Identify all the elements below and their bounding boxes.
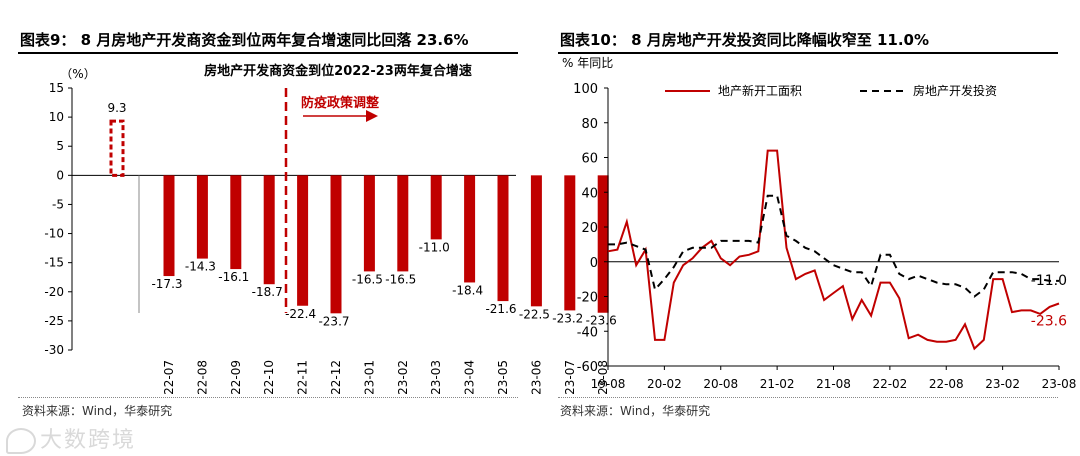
y-tick-label: 0 bbox=[590, 256, 598, 271]
annotation-arrow-head-icon bbox=[366, 110, 378, 122]
bar-value-label: -16.5 bbox=[385, 272, 416, 286]
policy-change-annotation: 防疫政策调整 bbox=[301, 95, 380, 111]
y-tick-label: -10 bbox=[44, 227, 64, 241]
bar-22-07 bbox=[163, 175, 175, 277]
series-end-label: -11.0 bbox=[1031, 273, 1067, 289]
bar-value-label: -21.6 bbox=[485, 302, 516, 316]
highlight-bar-label: 9.3 bbox=[107, 101, 126, 115]
x-tick-label: 22-02 bbox=[872, 377, 907, 391]
series-line-dev-investment bbox=[608, 194, 1059, 298]
highlight-bar-9-3 bbox=[109, 119, 125, 177]
right-source-note: 资料来源：Wind，华泰研究 bbox=[560, 404, 711, 418]
watermark-text: 大数跨境 bbox=[40, 428, 137, 453]
bar-23-02 bbox=[397, 175, 409, 272]
bar-value-label: -22.5 bbox=[519, 307, 550, 321]
bar-value-label: -23.2 bbox=[552, 311, 583, 325]
y-tick-label: -20 bbox=[44, 285, 64, 299]
x-tick-label: 21-08 bbox=[816, 377, 851, 391]
x-tick-label: 23-02 bbox=[985, 377, 1020, 391]
bar-23-03 bbox=[430, 175, 442, 240]
bar-value-label: -14.3 bbox=[185, 260, 216, 274]
left-title-rule bbox=[18, 52, 518, 54]
y-tick-label: 5 bbox=[56, 139, 64, 153]
bar-chart-unit-label: （%） bbox=[60, 67, 95, 81]
x-tick-label: 19-08 bbox=[591, 377, 626, 391]
y-tick-label: -60 bbox=[577, 360, 598, 375]
y-tick-label: -40 bbox=[577, 325, 598, 340]
watermark: 大数跨境 bbox=[6, 422, 136, 454]
left-source-note: 资料来源：Wind，华泰研究 bbox=[22, 404, 173, 418]
x-tick-label: 22-11 bbox=[296, 360, 310, 395]
y-tick-label: -15 bbox=[44, 256, 64, 270]
x-tick-label: 22-08 bbox=[195, 360, 209, 395]
left-bar-chart: 房地产开发商资金到位2022-23两年复合增速 （%） 防疫政策调整 15 10 5… bbox=[44, 63, 616, 395]
right-title-rule bbox=[558, 52, 1058, 54]
series-end-label: -23.6 bbox=[1031, 313, 1067, 329]
watermark-logo-icon bbox=[6, 428, 36, 454]
x-tick-label: 22-12 bbox=[329, 360, 343, 395]
bar-23-04 bbox=[464, 175, 476, 283]
y-tick-label: 15 bbox=[49, 81, 64, 95]
y-tick-label: 80 bbox=[581, 117, 598, 132]
bar-22-10 bbox=[263, 175, 275, 285]
left-chart-panel: 图表9： 8 月房地产开发商资金到位两年复合增速同比回落 23.6% 房地产开发… bbox=[18, 31, 617, 418]
legend-new-starts-area-label: 地产新开工面积 bbox=[718, 83, 802, 98]
y-tick-label: 10 bbox=[49, 110, 64, 124]
x-tick-label: 20-08 bbox=[703, 377, 738, 391]
bar-chart-title: 房地产开发商资金到位2022-23两年复合增速 bbox=[204, 63, 472, 79]
bar-value-label: -18.7 bbox=[252, 285, 283, 299]
y-tick-label: -30 bbox=[44, 343, 64, 357]
y-tick-label: 100 bbox=[573, 82, 598, 97]
left-source-rule bbox=[18, 397, 518, 398]
y-tick-label: 40 bbox=[581, 186, 598, 201]
bar-value-label: -23.6 bbox=[586, 314, 617, 328]
x-tick-label: 23-01 bbox=[362, 360, 376, 395]
bar-value-label: -22.4 bbox=[285, 307, 316, 321]
bar-23-07 bbox=[564, 175, 576, 311]
bar-value-label: -18.4 bbox=[452, 283, 483, 297]
bar-value-label: -11.0 bbox=[419, 240, 450, 254]
x-tick-label: 22-09 bbox=[229, 360, 243, 395]
bar-23-05 bbox=[497, 175, 509, 302]
right-source-rule bbox=[558, 397, 1058, 398]
x-tick-label: 23-04 bbox=[463, 360, 477, 395]
bar-22-12 bbox=[330, 175, 342, 314]
bar-23-06 bbox=[530, 175, 542, 307]
bar-22-11 bbox=[297, 175, 309, 306]
x-tick-label: 21-02 bbox=[760, 377, 795, 391]
right-line-chart: % 年同比 100 80 60 40 20 0 -20 -40 -60 19-08 20-02 20-… bbox=[562, 56, 1077, 391]
x-tick-label: 23-03 bbox=[429, 360, 443, 395]
line-chart-ylabel: % 年同比 bbox=[562, 56, 613, 70]
x-tick-label: 22-10 bbox=[262, 360, 276, 395]
bar-23-08 bbox=[597, 175, 609, 313]
bar-value-label: -17.3 bbox=[151, 277, 182, 291]
x-tick-label: 23-08 bbox=[596, 360, 610, 395]
x-tick-label: 20-02 bbox=[647, 377, 682, 391]
x-tick-label: 23-05 bbox=[496, 360, 510, 395]
y-tick-label: 0 bbox=[56, 168, 64, 182]
y-tick-label: 60 bbox=[581, 152, 598, 167]
legend-dev-investment-label: 房地产开发投资 bbox=[913, 83, 997, 98]
bar-value-label: -23.7 bbox=[318, 314, 349, 328]
bar-22-08 bbox=[196, 175, 208, 259]
x-tick-label: 23-08 bbox=[1042, 377, 1077, 391]
x-tick-label: 23-06 bbox=[529, 360, 543, 395]
y-tick-label: 20 bbox=[581, 221, 598, 236]
series-line-new-starts-area bbox=[607, 149, 1060, 351]
x-tick-label: 22-07 bbox=[162, 360, 176, 395]
y-tick-label: -20 bbox=[577, 291, 598, 306]
right-chart-panel: 图表10： 8 月房地产开发投资同比降幅收窄至 11.0% % 年同比 100 8… bbox=[540, 0, 1080, 456]
x-tick-label: 23-07 bbox=[563, 360, 577, 395]
left-chart-title: 图表9： 8 月房地产开发商资金到位两年复合增速同比回落 23.6% bbox=[20, 31, 469, 49]
x-tick-label: 23-02 bbox=[396, 360, 410, 395]
bar-23-01 bbox=[363, 175, 375, 272]
bar-22-09 bbox=[230, 175, 242, 270]
y-tick-label: -5 bbox=[52, 197, 64, 211]
y-tick-label: -25 bbox=[44, 314, 64, 328]
bar-value-label: -16.5 bbox=[352, 272, 383, 286]
x-tick-label: 22-08 bbox=[929, 377, 964, 391]
right-chart-title: 图表10： 8 月房地产开发投资同比降幅收窄至 11.0% bbox=[560, 31, 930, 49]
bar-value-label: -16.1 bbox=[218, 270, 249, 284]
